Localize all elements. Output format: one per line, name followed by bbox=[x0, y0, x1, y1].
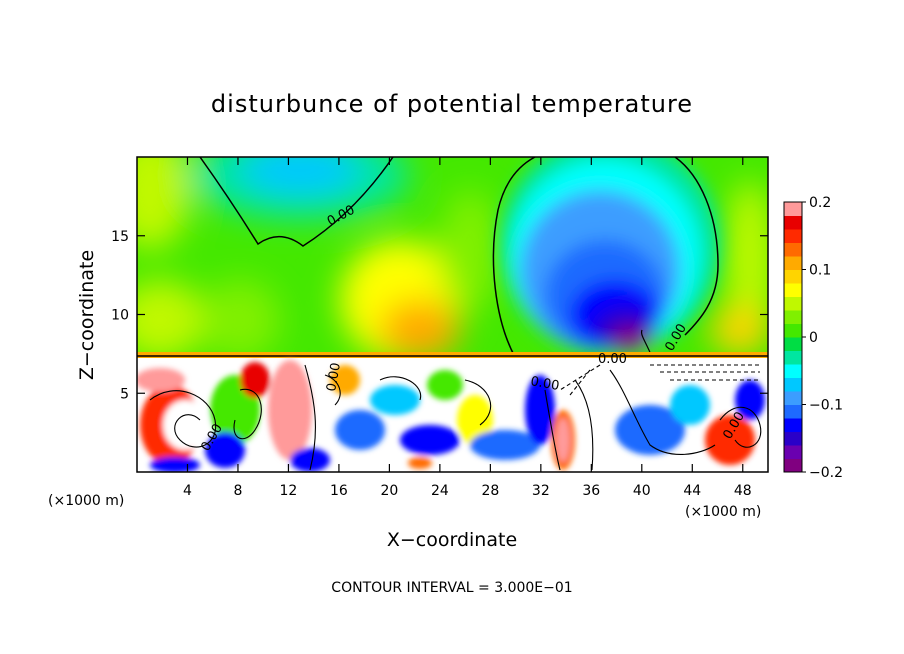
colorbar-tick-label: 0 bbox=[809, 330, 818, 346]
heatmap-field bbox=[137, 157, 768, 472]
contour-line bbox=[492, 157, 719, 358]
y-tick-label: 5 bbox=[120, 386, 129, 402]
x-tick-label: 20 bbox=[380, 483, 398, 499]
contour-label: 0.00 bbox=[529, 374, 560, 394]
colorbar-segment bbox=[784, 418, 802, 432]
colorbar-tick-label: 0.1 bbox=[809, 263, 831, 279]
x-tick-label: 40 bbox=[633, 483, 651, 499]
x-axis-label: X−coordinate bbox=[387, 529, 517, 551]
colorbar-segment bbox=[784, 310, 802, 324]
colorbar-segment bbox=[784, 391, 802, 405]
y-axis: 5 10 15 bbox=[111, 229, 768, 402]
colorbar-segment bbox=[784, 283, 802, 297]
contour-lines-lower bbox=[149, 364, 762, 471]
x-tick-label: 28 bbox=[481, 483, 499, 499]
x-tick-label: 8 bbox=[233, 483, 242, 499]
y-tick-label: 10 bbox=[111, 308, 129, 324]
x-tick-label: 12 bbox=[280, 483, 298, 499]
x-axis: 4 8 12 16 20 24 28 32 36 40 44 48 bbox=[183, 157, 752, 499]
colorbar-segment bbox=[784, 256, 802, 270]
contour-interval-note: CONTOUR INTERVAL = 3.000E−01 bbox=[331, 580, 572, 596]
colorbar-segment bbox=[784, 215, 802, 230]
y-tick-label: 15 bbox=[111, 229, 129, 245]
contour-label: 0.00 bbox=[324, 362, 344, 393]
colorbar-segment bbox=[784, 337, 802, 351]
x-unit-left: (×1000 m) bbox=[48, 493, 124, 509]
colorbar-segment bbox=[784, 377, 802, 392]
colorbar-segment bbox=[784, 404, 802, 419]
colorbar-segment bbox=[784, 445, 802, 459]
colorbar-segment bbox=[784, 242, 802, 257]
colorbar-segment bbox=[784, 269, 802, 284]
chart-title: disturbunce of potential temperature bbox=[211, 90, 693, 118]
x-tick-label: 48 bbox=[734, 483, 752, 499]
x-tick-label: 16 bbox=[330, 483, 348, 499]
x-tick-label: 4 bbox=[183, 483, 192, 499]
y-axis-label: Z−coordinate bbox=[76, 250, 98, 380]
colorbar-tick-label: −0.2 bbox=[809, 465, 843, 481]
colorbar-segment bbox=[784, 364, 802, 378]
colorbar: 0.2 0.1 0 −0.1 −0.2 bbox=[783, 195, 843, 481]
colorbar-segment bbox=[784, 431, 802, 446]
colorbar-segment bbox=[784, 296, 802, 311]
colorbar-segment bbox=[784, 458, 802, 473]
colorbar-segment bbox=[784, 229, 802, 243]
contour-label: 0.00 bbox=[598, 352, 627, 367]
colorbar-tick-label: −0.1 bbox=[809, 398, 843, 414]
x-tick-label: 24 bbox=[431, 483, 449, 499]
x-tick-label: 36 bbox=[582, 483, 600, 499]
colorbar-segment bbox=[784, 202, 802, 216]
x-tick-label: 44 bbox=[683, 483, 701, 499]
x-unit-right: (×1000 m) bbox=[685, 504, 761, 520]
contour-line bbox=[199, 157, 394, 247]
colorbar-tick-label: 0.2 bbox=[809, 195, 831, 211]
colorbar-segment bbox=[784, 350, 802, 365]
x-tick-label: 32 bbox=[532, 483, 550, 499]
colorbar-segment bbox=[784, 323, 802, 338]
